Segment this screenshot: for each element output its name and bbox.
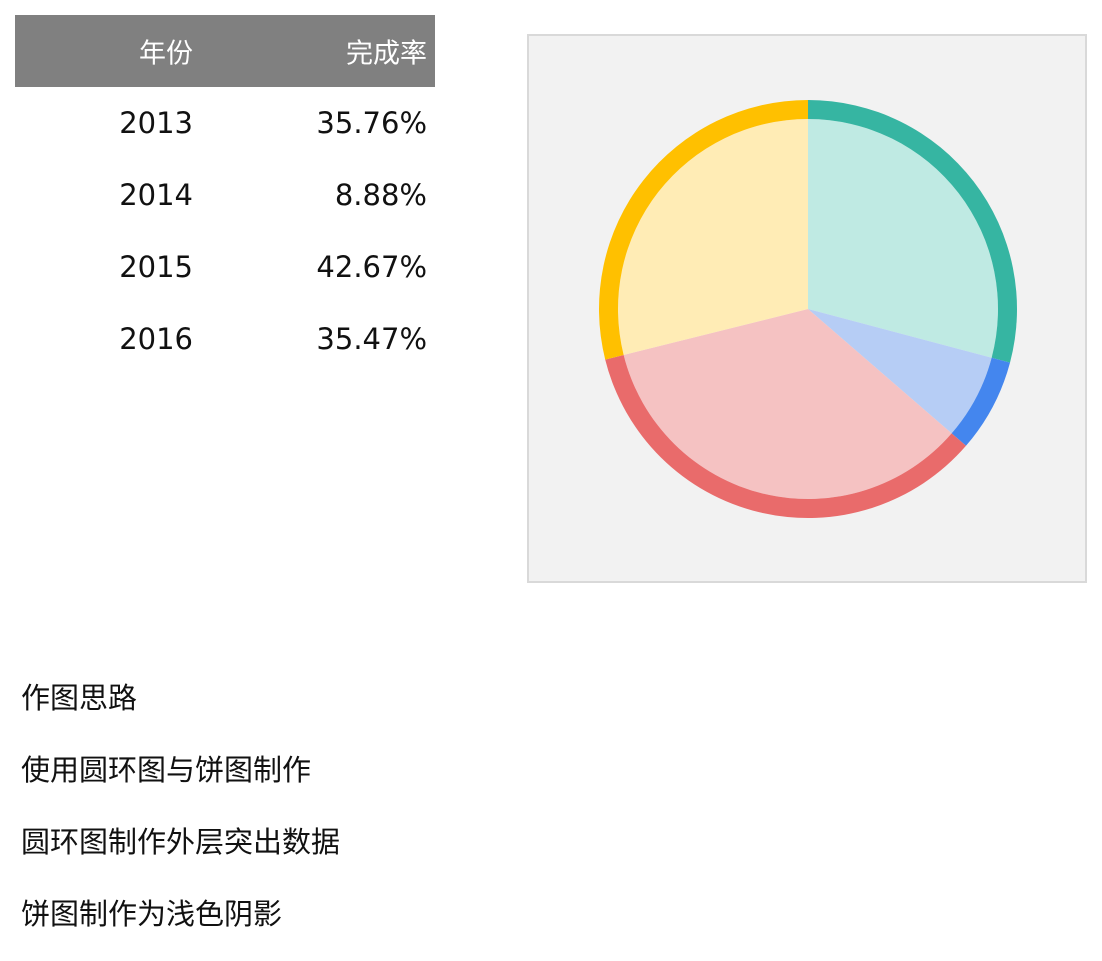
row-year: 2014 xyxy=(119,178,193,212)
table-row: 2015 42.67% xyxy=(15,231,435,303)
chart-area xyxy=(527,34,1087,583)
table-row: 2014 8.88% xyxy=(15,159,435,231)
table-row: 2013 35.76% xyxy=(15,87,435,159)
row-year: 2016 xyxy=(119,322,193,356)
pie-chart xyxy=(599,100,1017,518)
row-rate: 8.88% xyxy=(334,178,427,212)
note-line: 饼图制作为浅色阴影 xyxy=(21,897,283,931)
note-title: 作图思路 xyxy=(21,681,138,715)
ring-segment-2015 xyxy=(605,354,967,518)
row-year: 2013 xyxy=(119,106,193,140)
note-line: 圆环图制作外层突出数据 xyxy=(21,825,341,859)
ring-segment-2013 xyxy=(808,100,1017,363)
pie-shadow-layer xyxy=(618,119,998,500)
ring-segment-2014 xyxy=(951,357,1011,446)
row-year: 2015 xyxy=(119,250,193,284)
data-table: 年份 完成率 2013 35.76% 2014 8.88% 2015 42.67… xyxy=(15,15,435,375)
table-header: 年份 完成率 xyxy=(15,15,435,87)
row-rate: 35.47% xyxy=(316,322,427,356)
pie-slice-2016 xyxy=(618,119,808,355)
table-row: 2016 35.47% xyxy=(15,303,435,375)
row-rate: 35.76% xyxy=(316,106,427,140)
note-line: 使用圆环图与饼图制作 xyxy=(21,753,312,787)
pie-slice-2015 xyxy=(623,309,952,500)
header-rate: 完成率 xyxy=(346,38,427,70)
header-year: 年份 xyxy=(139,38,193,70)
ring-layer xyxy=(599,100,1017,518)
notes-section: 作图思路 使用圆环图与饼图制作 圆环图制作外层突出数据 饼图制作为浅色阴影 xyxy=(21,673,340,961)
row-rate: 42.67% xyxy=(316,250,427,284)
pie-slice-2014 xyxy=(808,309,992,434)
pie-slice-2013 xyxy=(808,119,998,358)
